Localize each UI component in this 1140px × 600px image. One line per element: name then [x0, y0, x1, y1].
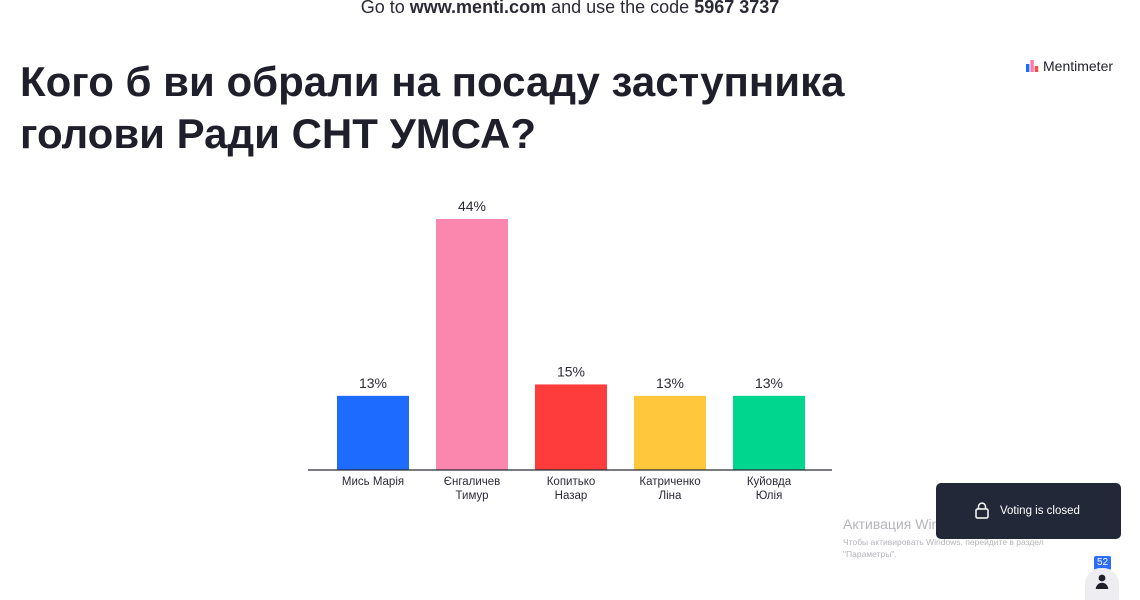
category-label-1-0: Єнгаличев — [444, 476, 501, 488]
bar-value-label-2: 15% — [557, 363, 585, 379]
bar-value-label-4: 13% — [755, 375, 783, 391]
bar-0 — [337, 395, 409, 470]
category-label-3-0: Катриченко — [639, 476, 700, 488]
person-icon — [1095, 574, 1109, 589]
join-prefix: Go to — [360, 0, 410, 17]
voting-closed-notice: Voting is closed — [936, 483, 1121, 539]
participants-button[interactable] — [1085, 568, 1119, 600]
lock-icon — [975, 502, 989, 519]
activation-line-2: "Параметры". — [843, 549, 897, 559]
join-code: 5967 3737 — [694, 0, 780, 17]
join-url[interactable]: www.menti.com — [409, 0, 547, 17]
mentimeter-logo-icon — [1026, 60, 1039, 72]
category-label-2-1: Назар — [555, 490, 588, 502]
bar-value-label-1: 44% — [458, 198, 486, 214]
bar-1 — [436, 219, 508, 470]
bar-value-label-3: 13% — [656, 375, 684, 391]
activation-line-1: Чтобы активировать Windows, перейдите в … — [843, 537, 1044, 547]
bar-value-label-0: 13% — [359, 375, 387, 391]
mentimeter-brand: Mentimeter — [1026, 58, 1113, 74]
category-label-4-0: Куйовда — [747, 476, 792, 488]
bar-4 — [733, 395, 805, 470]
category-label-0-0: Мись Марія — [342, 476, 404, 488]
participant-count-badge: 52 — [1094, 556, 1111, 570]
join-instructions: Go to www.menti.com and use the code 596… — [0, 0, 1140, 18]
join-middle: and use the code — [546, 0, 695, 17]
voting-status-label: Voting is closed — [1000, 505, 1080, 517]
category-label-3-1: Ліна — [659, 490, 682, 502]
category-label-2-0: Копитько — [547, 476, 596, 488]
brand-name: Mentimeter — [1043, 58, 1114, 74]
category-label-4-1: Юлія — [756, 490, 783, 502]
bar-3 — [634, 395, 706, 470]
question-title: Кого б ви обрали на посаду заступника го… — [20, 58, 845, 157]
bar-2 — [535, 384, 607, 470]
category-label-1-1: Тимур — [456, 490, 489, 502]
